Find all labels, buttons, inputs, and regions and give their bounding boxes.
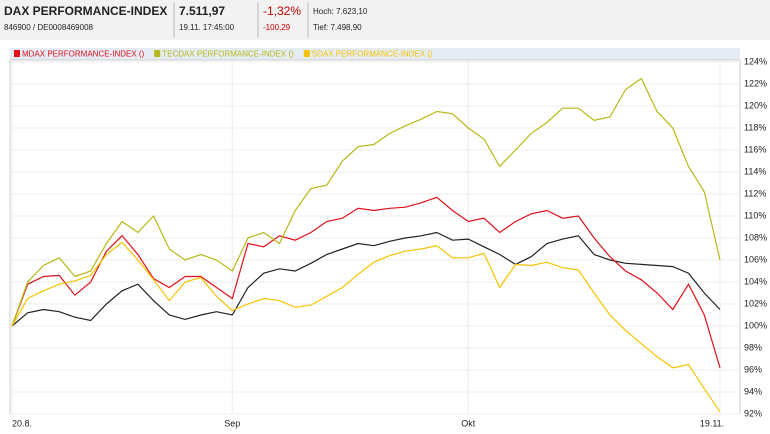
y-tick-label: 104% (744, 276, 767, 286)
y-tick-label: 108% (744, 232, 767, 242)
plot-area (9, 59, 741, 415)
y-tick-label: 98% (744, 342, 762, 352)
legend-label: MDAX PERFORMANCE-INDEX () (22, 50, 145, 59)
y-tick-label: 116% (744, 144, 766, 154)
legend-band (10, 48, 740, 60)
y-tick-label: 110% (744, 210, 766, 220)
y-tick-label: 118% (744, 122, 766, 132)
legend-swatch (303, 50, 310, 57)
legend-label: TECDAX PERFORMANCE-INDEX () (162, 50, 294, 59)
header-bar (0, 0, 770, 40)
y-tick-label: 100% (744, 320, 767, 330)
x-tick-label: Sep (224, 418, 240, 428)
price: 7.511,97 (179, 4, 225, 18)
x-tick-label: Okt (461, 418, 476, 428)
legend-swatch (154, 50, 161, 57)
low: Tief: 7.498,90 (313, 23, 362, 32)
legend-swatch (14, 50, 20, 57)
time: 19.11. 17:45:00 (179, 23, 235, 32)
y-tick-label: 122% (744, 78, 767, 88)
series-line (11, 231, 721, 327)
y-tick-label: 106% (744, 254, 767, 264)
header-title: DAX PERFORMANCE-INDEX (4, 4, 167, 18)
y-tick-label: 102% (744, 298, 767, 308)
x-tick-label: 20.8. (12, 418, 32, 428)
high: Hoch: 7.623,10 (313, 7, 368, 16)
header-ids: 846900 / DE0008469008 (4, 23, 94, 32)
series-line (11, 77, 721, 327)
series-line (11, 241, 721, 413)
y-tick-label: 124% (744, 56, 767, 66)
x-tick-label: 19.11. (700, 418, 724, 428)
y-tick-label: 94% (744, 386, 762, 396)
y-tick-label: 114% (744, 166, 766, 176)
y-tick-label: 92% (744, 408, 762, 418)
change-pct: -1,32% (263, 4, 301, 18)
y-tick-label: 120% (744, 100, 767, 110)
y-tick-label: 112% (744, 188, 766, 198)
y-tick-label: 96% (744, 364, 762, 374)
change-abs: -100,29 (263, 23, 291, 32)
legend-label: SDAX PERFORMANCE-INDEX () (312, 50, 433, 59)
series-line (11, 196, 721, 368)
